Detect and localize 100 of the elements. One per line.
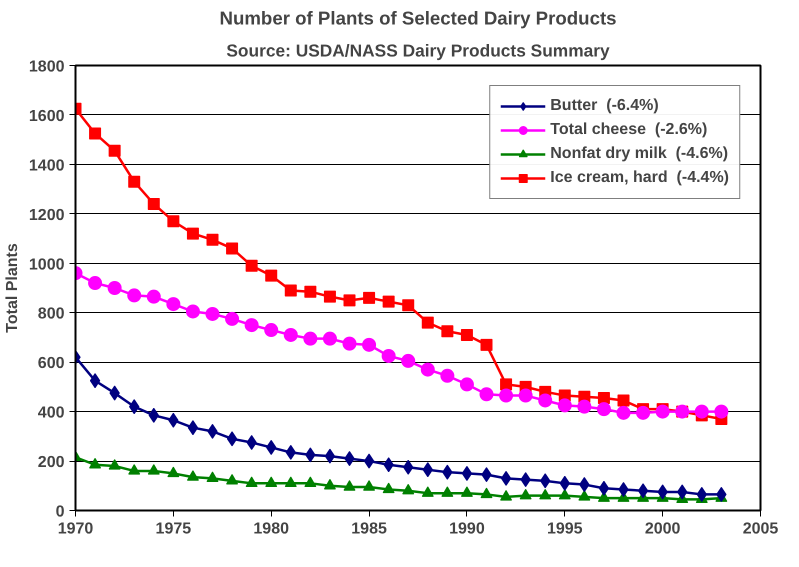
point bbox=[128, 464, 140, 475]
point bbox=[538, 394, 552, 408]
x-tick-label: 2000 bbox=[644, 520, 681, 538]
point bbox=[363, 292, 376, 304]
point bbox=[127, 288, 142, 302]
point bbox=[128, 176, 140, 188]
point bbox=[206, 234, 218, 246]
point bbox=[382, 349, 396, 363]
point bbox=[462, 466, 472, 481]
point bbox=[167, 215, 180, 228]
point bbox=[108, 459, 121, 470]
chart-title: Number of Plants of Selected Dairy Products bbox=[219, 8, 617, 28]
point bbox=[598, 480, 610, 496]
point bbox=[148, 464, 160, 475]
point bbox=[499, 388, 514, 403]
y-tick-label: 1800 bbox=[28, 58, 65, 76]
point bbox=[656, 404, 670, 419]
x-tick-label: 2005 bbox=[742, 520, 778, 538]
y-tick-label: 1400 bbox=[28, 157, 65, 174]
point bbox=[226, 431, 238, 446]
point bbox=[598, 392, 610, 404]
point bbox=[284, 284, 297, 296]
point bbox=[108, 144, 121, 157]
legend-label: Nonfat dry milk (-4.6%) bbox=[550, 145, 728, 163]
point bbox=[558, 398, 572, 412]
point bbox=[422, 316, 434, 329]
x-tick-label: 1990 bbox=[449, 520, 485, 538]
point bbox=[520, 488, 532, 500]
point bbox=[539, 488, 552, 500]
point bbox=[402, 484, 414, 494]
point bbox=[322, 332, 337, 346]
point bbox=[383, 457, 394, 472]
point bbox=[206, 306, 220, 321]
point bbox=[578, 490, 590, 501]
point bbox=[344, 294, 356, 306]
point bbox=[500, 490, 512, 501]
point bbox=[89, 458, 102, 468]
point bbox=[207, 424, 218, 439]
point bbox=[304, 286, 316, 298]
point bbox=[284, 476, 297, 487]
point bbox=[344, 480, 356, 491]
point bbox=[440, 368, 454, 383]
point bbox=[636, 406, 650, 420]
point bbox=[401, 354, 416, 368]
point bbox=[382, 482, 395, 494]
x-tick-label: 1980 bbox=[253, 520, 290, 538]
point bbox=[146, 290, 161, 304]
point bbox=[305, 447, 316, 462]
point bbox=[500, 470, 512, 486]
point bbox=[226, 474, 238, 485]
y-tick-label: 800 bbox=[38, 306, 65, 323]
point bbox=[618, 394, 630, 406]
y-tick-label: 400 bbox=[38, 404, 65, 422]
y-tick-label: 1200 bbox=[28, 206, 65, 224]
point bbox=[284, 328, 298, 342]
point bbox=[420, 362, 435, 377]
point bbox=[577, 400, 592, 414]
point bbox=[657, 484, 668, 500]
point bbox=[303, 332, 318, 346]
point bbox=[596, 402, 611, 416]
point bbox=[402, 299, 414, 312]
point bbox=[109, 386, 120, 401]
x-tick-label: 1995 bbox=[546, 520, 583, 538]
point bbox=[362, 338, 376, 352]
point bbox=[520, 472, 531, 488]
point bbox=[342, 336, 356, 351]
point bbox=[186, 304, 200, 318]
point bbox=[480, 488, 492, 498]
point bbox=[304, 476, 316, 487]
point bbox=[168, 412, 179, 428]
point bbox=[694, 404, 709, 419]
point bbox=[148, 198, 160, 210]
point bbox=[167, 466, 180, 478]
point bbox=[460, 486, 473, 497]
chart-subtitle: Source: USDA/NASS Dairy Products Summary bbox=[226, 40, 610, 60]
point bbox=[714, 404, 728, 419]
point bbox=[500, 378, 512, 390]
x-tick-label: 1975 bbox=[156, 520, 192, 538]
point bbox=[382, 296, 395, 308]
point bbox=[363, 480, 376, 491]
point bbox=[206, 472, 218, 482]
point bbox=[480, 338, 492, 351]
y-tick-label: 600 bbox=[38, 355, 65, 372]
y-tick-label: 1000 bbox=[28, 256, 65, 274]
point bbox=[324, 290, 336, 303]
y-tick-label: 1600 bbox=[28, 108, 65, 125]
point bbox=[186, 228, 199, 240]
y-tick-label: 200 bbox=[38, 454, 65, 472]
point bbox=[638, 483, 648, 498]
legend-label: Butter (-6.4%) bbox=[550, 97, 659, 115]
x-tick-label: 1985 bbox=[351, 520, 387, 538]
point bbox=[558, 488, 571, 500]
point bbox=[246, 476, 258, 487]
point bbox=[265, 270, 278, 282]
point bbox=[518, 388, 533, 403]
point bbox=[188, 420, 198, 436]
point bbox=[460, 328, 473, 341]
point bbox=[265, 476, 278, 487]
point bbox=[225, 312, 240, 326]
point bbox=[244, 318, 259, 332]
